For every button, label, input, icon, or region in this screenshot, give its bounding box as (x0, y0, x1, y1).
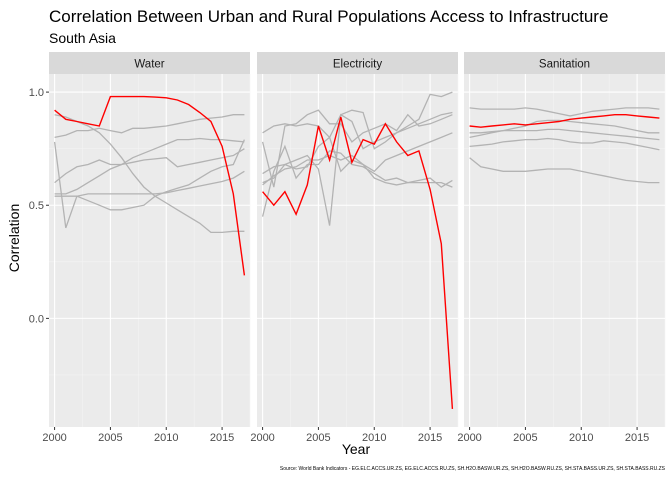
x-tick-label: 2005 (306, 432, 330, 444)
series-line-other (469, 128, 660, 141)
series-line-other (54, 114, 245, 139)
series-line-highlight (469, 113, 660, 128)
x-tick-label: 2005 (98, 432, 122, 444)
series-line-other (54, 170, 245, 197)
series-line-other (261, 109, 453, 188)
facet-strip (257, 52, 458, 74)
facet-strip (464, 52, 665, 74)
series-line-highlight (262, 116, 454, 409)
x-tick-label: 2015 (210, 432, 234, 444)
series-line-other (262, 111, 453, 226)
y-axis: 0.0 0.5 1.0 (29, 87, 49, 325)
x-tick-label: 2000 (457, 432, 481, 444)
series-line-other (54, 114, 245, 234)
series-line-other (53, 139, 245, 229)
series-line-other (469, 137, 660, 151)
chart-subtitle: South Asia (49, 30, 116, 46)
y-tick-label: 0.5 (29, 200, 44, 212)
facet-strip-label: Sanitation (539, 59, 590, 71)
source-caption: Source: World Bank Indicators - EG.ELC.A… (280, 466, 666, 472)
panel-background (49, 74, 250, 427)
facet-sanitation: Sanitation 2000 2005 2010 2015 (457, 52, 666, 444)
x-tick-label: 2015 (625, 432, 649, 444)
series-line-other (261, 144, 453, 217)
facet-water: Water 2000 2005 2010 2015 (42, 52, 251, 444)
x-tick-label: 2000 (250, 432, 274, 444)
x-tick-label: 2015 (418, 432, 442, 444)
y-axis-title: Correlation (6, 204, 22, 272)
facet-strip-label: Electricity (333, 59, 382, 71)
x-axis-title: Year (342, 441, 371, 457)
facet-strip-label: Water (134, 59, 164, 71)
series-line-other (54, 148, 245, 184)
series-line-other (54, 137, 245, 195)
x-tick-label: 2000 (42, 432, 66, 444)
x-tick-label: 2010 (154, 432, 178, 444)
series-line-other (262, 132, 453, 184)
facet-panels: Water 2000 2005 2010 2015 Electricity 2000 2005… (29, 52, 666, 444)
facet-electricity: Electricity 2000 2005 2010 2015 (250, 52, 459, 444)
series-line-other (262, 91, 453, 150)
panel-background (257, 74, 458, 427)
x-tick-label: 2010 (569, 432, 593, 444)
y-tick-label: 1.0 (29, 87, 44, 99)
series-line-other (469, 107, 660, 117)
series-line-highlight (54, 95, 246, 276)
facet-strip (49, 52, 250, 74)
x-tick-label: 2010 (362, 432, 386, 444)
series-line-other (469, 157, 660, 184)
series-line-other (262, 154, 453, 188)
chart-title: Correlation Between Urban and Rural Popu… (49, 7, 608, 26)
y-tick-label: 0.0 (29, 313, 44, 325)
panel-background (464, 74, 665, 427)
x-tick-label: 2005 (513, 432, 537, 444)
